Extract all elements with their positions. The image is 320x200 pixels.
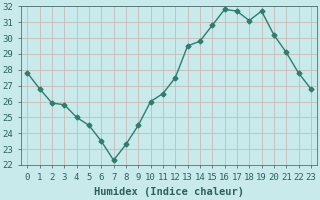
- X-axis label: Humidex (Indice chaleur): Humidex (Indice chaleur): [94, 187, 244, 197]
